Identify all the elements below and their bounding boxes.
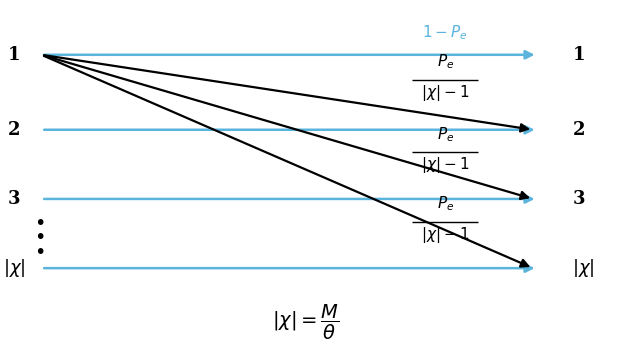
Text: $|\chi|-1$: $|\chi|-1$ (421, 225, 469, 245)
Text: $|\chi|$: $|\chi|$ (3, 257, 25, 279)
Text: 1: 1 (572, 46, 585, 64)
Text: $|\chi|-1$: $|\chi|-1$ (421, 83, 469, 103)
Text: $P_e$: $P_e$ (436, 125, 454, 144)
Text: $|\chi| = \dfrac{M}{\theta}$: $|\chi| = \dfrac{M}{\theta}$ (272, 303, 339, 343)
Text: •: • (34, 243, 45, 262)
Text: •: • (34, 214, 45, 233)
Text: $|\chi|$: $|\chi|$ (572, 257, 595, 279)
Text: 2: 2 (572, 121, 585, 139)
Text: 1: 1 (8, 46, 20, 64)
Text: $P_e$: $P_e$ (436, 194, 454, 213)
Text: $P_e$: $P_e$ (436, 53, 454, 71)
Text: $1-P_e$: $1-P_e$ (422, 23, 468, 42)
Text: 3: 3 (8, 190, 20, 208)
Text: •: • (34, 228, 45, 247)
Text: 3: 3 (572, 190, 585, 208)
Text: 2: 2 (8, 121, 20, 139)
Text: $|\chi|-1$: $|\chi|-1$ (421, 155, 469, 175)
